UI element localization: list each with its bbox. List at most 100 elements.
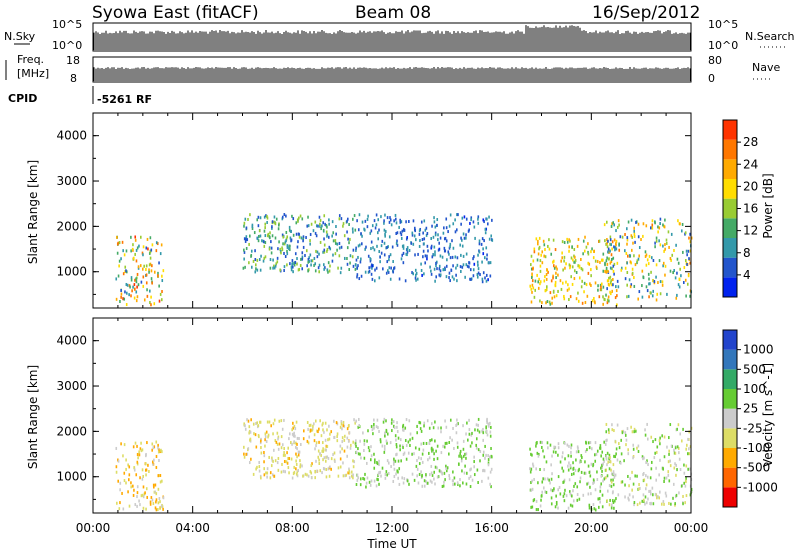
rti-cell xyxy=(155,241,158,245)
rti-cell xyxy=(402,246,405,250)
rti-cell xyxy=(302,235,305,239)
rti-cell xyxy=(288,228,291,232)
rti-cell xyxy=(378,482,380,486)
rti-cell xyxy=(637,222,640,226)
rti-cell xyxy=(156,242,159,246)
rti-cell xyxy=(534,288,536,292)
rti-cell xyxy=(605,468,607,472)
rti-cell xyxy=(684,484,687,488)
rti-cell xyxy=(259,441,262,445)
rti-cell xyxy=(574,255,576,259)
rti-cell xyxy=(567,468,570,472)
rti-cell xyxy=(151,448,153,452)
rti-cell xyxy=(593,453,596,457)
rti-cell xyxy=(553,487,555,491)
rti-cell xyxy=(273,266,276,270)
rti-cell xyxy=(634,240,636,244)
rti-cell xyxy=(429,473,431,477)
rti-cell xyxy=(612,221,615,225)
rti-cell xyxy=(245,246,248,250)
rti-cell xyxy=(135,473,138,477)
rti-cell xyxy=(154,490,157,494)
rti-cell xyxy=(274,459,277,463)
rti-cell xyxy=(386,260,389,264)
rti-cell xyxy=(489,274,492,278)
velocity-colorbar-label: Velocity [m s^-1] xyxy=(761,363,775,467)
rti-cell xyxy=(535,508,538,512)
rti-cell xyxy=(423,484,426,488)
ytick-label: 2000 xyxy=(56,219,87,233)
rti-cell xyxy=(297,232,300,236)
rti-cell xyxy=(309,242,311,246)
rti-cell xyxy=(454,230,457,234)
rti-cell xyxy=(539,264,542,268)
ytick-label: 1000 xyxy=(56,470,87,484)
rti-cell xyxy=(130,235,132,239)
rti-cell xyxy=(395,221,398,225)
rti-cell xyxy=(373,479,376,483)
rti-cell xyxy=(444,478,446,482)
rti-cell xyxy=(301,267,304,271)
rti-cell xyxy=(599,260,601,264)
rti-cell xyxy=(374,268,376,272)
rti-cell xyxy=(420,442,423,446)
rti-cell xyxy=(244,424,246,428)
rti-cell xyxy=(668,245,670,249)
rti-cell xyxy=(446,441,448,445)
rti-cell xyxy=(283,242,286,246)
rti-cell xyxy=(310,263,312,267)
rti-cell xyxy=(483,239,485,243)
rti-cell xyxy=(131,289,133,293)
rti-cell xyxy=(142,495,145,499)
rti-cell xyxy=(542,449,544,453)
rti-cell xyxy=(536,258,539,262)
rti-cell xyxy=(395,241,398,245)
rti-cell xyxy=(260,451,263,455)
rti-cell xyxy=(614,248,616,252)
rti-cell xyxy=(271,473,274,477)
rti-cell xyxy=(338,217,341,221)
rti-cell xyxy=(292,262,294,266)
rti-cell xyxy=(485,426,487,430)
rti-cell xyxy=(490,234,493,238)
rti-cell xyxy=(286,263,288,267)
rti-cell xyxy=(487,461,490,465)
rti-cell xyxy=(389,216,391,220)
rti-cell xyxy=(687,467,689,471)
rti-cell xyxy=(408,482,410,486)
rti-cell xyxy=(264,432,267,436)
rti-cell xyxy=(593,296,595,300)
rti-cell xyxy=(664,264,667,268)
rti-cell xyxy=(559,279,562,283)
rti-cell xyxy=(329,247,332,251)
rti-cell xyxy=(252,472,255,476)
rti-cell xyxy=(313,256,316,260)
rti-cell xyxy=(477,423,479,427)
rti-cell xyxy=(633,276,635,280)
rti-cell xyxy=(642,276,645,280)
rti-cell xyxy=(346,445,349,449)
rti-cell xyxy=(655,236,658,240)
rti-cell xyxy=(359,452,361,456)
rti-cell xyxy=(356,473,359,477)
rti-cell xyxy=(481,479,483,483)
rti-cell xyxy=(570,454,572,458)
rti-cell xyxy=(601,450,604,454)
rti-cell xyxy=(411,233,414,237)
rti-cell xyxy=(398,467,401,471)
rti-cell xyxy=(685,494,688,498)
rti-cell xyxy=(537,286,540,290)
rti-cell xyxy=(157,274,159,278)
rti-cell xyxy=(684,501,686,505)
rti-cell xyxy=(474,236,476,240)
rti-cell xyxy=(548,478,550,482)
rti-cell xyxy=(541,440,544,444)
rti-cell xyxy=(323,237,325,241)
rti-cell xyxy=(297,469,300,473)
rti-cell xyxy=(584,300,587,304)
rti-cell xyxy=(613,245,615,249)
rti-cell xyxy=(128,473,131,477)
freq-panel: Freq. [MHz] 18 8 80 0 Nave xyxy=(5,53,780,85)
rti-cell xyxy=(340,217,343,221)
rti-cell xyxy=(318,263,321,267)
